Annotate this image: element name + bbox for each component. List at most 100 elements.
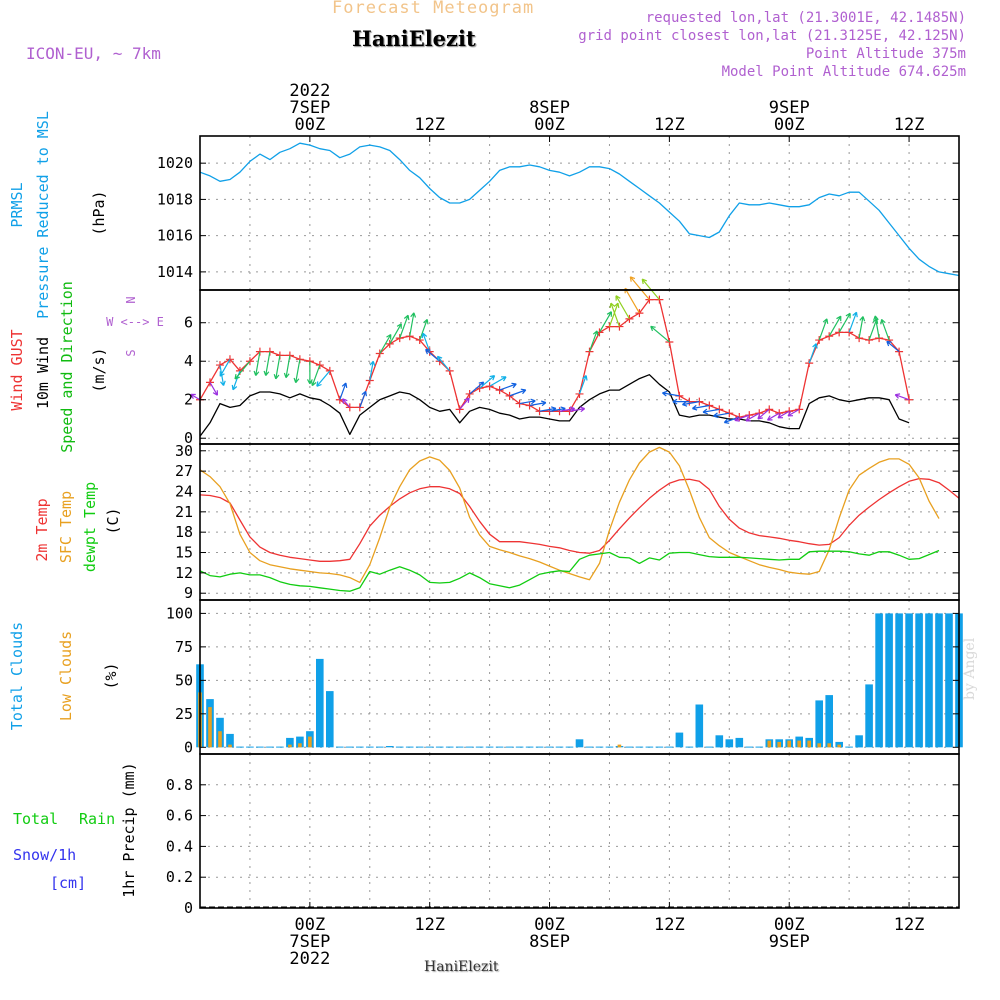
precip-cm-label: [cm] <box>50 874 86 892</box>
dewpt-line <box>199 549 940 592</box>
wind-arrow <box>609 302 621 327</box>
point-altitude: Point Altitude 375m <box>805 46 966 62</box>
total-cloud-bar <box>565 746 574 748</box>
top-time-label: 00Z <box>774 115 805 135</box>
low-cloud-bar <box>837 744 841 748</box>
bottom-time-label: 12Z <box>414 915 445 935</box>
temp-label: SFC Temp <box>57 491 75 563</box>
total-cloud-bar <box>855 735 863 748</box>
total-cloud-bar <box>535 746 544 748</box>
bottom-time-label: 00Z <box>774 915 805 935</box>
cloud-tick-label: 50 <box>175 671 193 689</box>
wind-arrow <box>848 311 858 333</box>
low-cloud-bar <box>797 740 801 748</box>
wind-arrow <box>359 390 367 408</box>
total-cloud-bar <box>875 613 883 748</box>
wind-arrow <box>818 318 829 341</box>
wind-arrow <box>894 393 910 401</box>
wind-arrow <box>509 388 527 397</box>
temp-tick-label: 24 <box>175 482 193 500</box>
gust-marker <box>815 336 824 345</box>
wind-arrow <box>702 408 720 415</box>
low-cloud-bar <box>308 736 312 748</box>
total-cloud-bar <box>246 746 254 748</box>
bottom-time-label: 9SEP <box>769 932 810 952</box>
total-cloud-bar <box>405 746 414 748</box>
total-cloud-bar <box>366 746 374 748</box>
total-cloud-bar <box>465 746 474 748</box>
total-cloud-bar <box>266 746 274 748</box>
wind-arrow <box>389 323 402 345</box>
wind-arrow <box>828 315 842 337</box>
wind-label: Speed and Direction <box>58 281 76 453</box>
wind-arrow <box>489 376 507 387</box>
gust-marker <box>905 395 914 404</box>
cloud-unit: (%) <box>102 662 120 689</box>
pressure-unit: (hPa) <box>90 190 108 235</box>
top-time-label: 12Z <box>414 115 445 135</box>
total-cloud-bar <box>625 746 634 748</box>
bottom-time-label: 8SEP <box>529 932 570 952</box>
low-cloud-bar <box>787 740 791 748</box>
total-cloud-bar <box>575 739 584 748</box>
gust-marker <box>665 337 674 346</box>
total-cloud-bar <box>725 739 734 748</box>
low-cloud-bar <box>807 740 811 748</box>
total-cloud-bar <box>276 746 284 748</box>
top-time-label: 00Z <box>534 115 565 135</box>
total-cloud-bar <box>226 733 234 748</box>
wind-arrow <box>598 311 612 333</box>
top-time-label: 2022 <box>289 81 330 101</box>
bottom-time-label: 00Z <box>534 915 565 935</box>
requested-coords: requested lon,lat (21.3001E, 42.1485N) <box>645 10 966 26</box>
wind-arrow <box>379 333 392 354</box>
total-cloud-bar <box>505 746 514 748</box>
temp-tick-label: 9 <box>184 584 193 602</box>
pressure-line <box>199 142 960 277</box>
label-layer: 1014101610181020024691215182124273002550… <box>8 81 924 969</box>
wind-arrow <box>766 412 780 421</box>
wind-arrow <box>745 412 760 422</box>
gust-marker <box>495 386 504 395</box>
wind-arrow <box>588 330 599 352</box>
pressure-label: Pressure Reduced to MSL <box>34 111 52 319</box>
gust-marker <box>805 359 814 368</box>
total-cloud-bar <box>605 746 614 748</box>
gust-marker <box>655 295 664 304</box>
total-cloud-bar <box>635 746 644 748</box>
wind-arrow <box>425 348 441 362</box>
low-cloud-bar <box>288 744 292 748</box>
wind-arrow <box>615 295 630 320</box>
top-time-label: 12Z <box>894 115 925 135</box>
total-cloud-bar <box>695 704 704 748</box>
wind-arrow <box>757 408 770 420</box>
wind-unit: (m/s) <box>90 347 108 392</box>
gust-marker <box>225 355 234 364</box>
low-cloud-bar <box>827 743 831 748</box>
top-time-label: 8SEP <box>529 98 570 118</box>
wind-arrow <box>342 398 351 408</box>
total-cloud-bar <box>475 746 484 748</box>
low-cloud-bar <box>298 743 302 748</box>
grid-layer <box>200 136 959 909</box>
footer-location: HaniElezit <box>424 959 499 975</box>
wind-tick-label: 6 <box>184 314 193 332</box>
bottom-time-label: 7SEP <box>289 932 330 952</box>
low-cloud-bar <box>208 707 212 748</box>
gust-marker <box>355 403 364 412</box>
wind-label: 10m Wind <box>34 337 52 409</box>
frame-layer <box>199 135 960 909</box>
compass-we: W <--> E <box>106 315 164 329</box>
total-cloud-bar <box>585 746 594 748</box>
total-cloud-bar <box>316 658 324 748</box>
pressure-tick-label: 1016 <box>157 227 193 245</box>
panel-frame <box>199 599 960 755</box>
total-cloud-bar <box>435 746 444 748</box>
cloud-tick-label: 75 <box>175 638 193 656</box>
wind-arrow <box>283 355 291 379</box>
cloud-tick-label: 0 <box>184 738 193 756</box>
wind-arrow <box>880 318 890 341</box>
gust-marker <box>375 349 384 358</box>
wind-arrow <box>311 364 321 387</box>
pressure-label: PRMSL <box>8 182 26 227</box>
